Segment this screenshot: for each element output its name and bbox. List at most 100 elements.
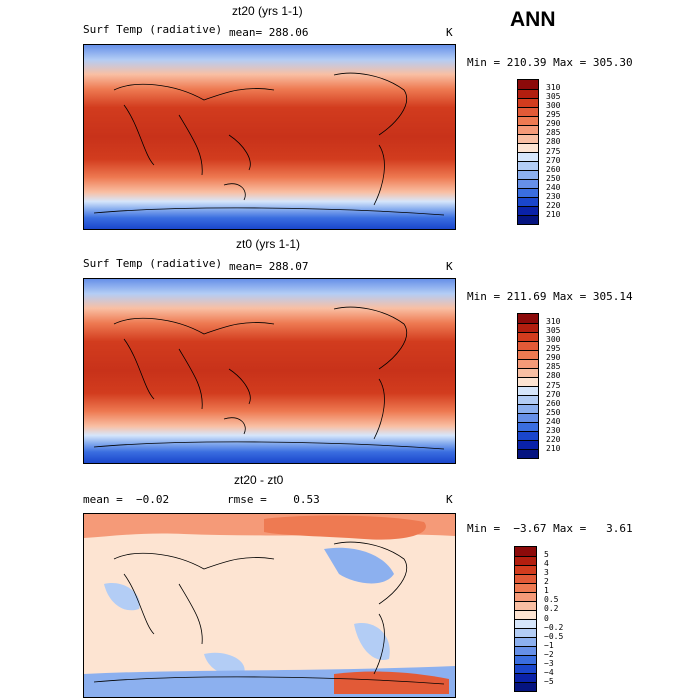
panel3-tick-label: −4 — [544, 668, 554, 677]
panel3-title: zt20 - zt0 — [234, 473, 284, 487]
panel2-tick-label: 250 — [546, 408, 561, 417]
panel1-color-swatch — [518, 116, 538, 125]
panel3-tick-label: 0.5 — [544, 595, 559, 604]
panel2-tick-label: 220 — [546, 435, 561, 444]
panel1-color-swatch — [518, 179, 538, 188]
panel1-field-label: Surf Temp (radiative) — [83, 23, 223, 36]
panel1-color-swatch — [518, 80, 538, 89]
panel2-tick-label: 210 — [546, 444, 561, 453]
panel1-mean: mean= 288.06 — [229, 26, 309, 39]
panel1-color-swatch — [518, 89, 538, 98]
panel1-tick-label: 300 — [546, 101, 561, 110]
panel1-color-swatch — [518, 206, 538, 215]
panel2-tick-label: 275 — [546, 381, 561, 390]
panel2-units: K — [446, 260, 453, 273]
panel1-tick-label: 275 — [546, 147, 561, 156]
panel2-tick-label: 285 — [546, 362, 561, 371]
panel1-tick-label: 240 — [546, 183, 561, 192]
panel3-color-swatch — [515, 547, 536, 556]
panel2-colorbar — [517, 313, 539, 459]
panel2-tick-label: 270 — [546, 390, 561, 399]
panel2-map — [83, 278, 456, 464]
panel3-tick-label: 3 — [544, 568, 549, 577]
panel3-tick-label: −0.5 — [544, 632, 564, 641]
panel2-tick-label: 300 — [546, 335, 561, 344]
panel3-color-swatch — [515, 592, 536, 601]
panel2-color-swatch — [518, 350, 538, 359]
panel2-color-swatch — [518, 395, 538, 404]
panel2-minmax: Min = 211.69 Max = 305.14 — [467, 290, 633, 303]
panel1-color-swatch — [518, 188, 538, 197]
panel3-tick-label: −0.2 — [544, 623, 564, 632]
panel1-color-swatch — [518, 170, 538, 179]
panel3-tick-label: −5 — [544, 677, 554, 686]
panel2-title: zt0 (yrs 1-1) — [236, 237, 301, 251]
panel3-tick-label: 5 — [544, 550, 549, 559]
panel1-minmax: Min = 210.39 Max = 305.30 — [467, 56, 633, 69]
panel2-tick-label: 260 — [546, 399, 561, 408]
panel1-color-swatch — [518, 215, 538, 224]
panel3-tick-label: 4 — [544, 559, 549, 568]
panel3-color-swatch — [515, 574, 536, 583]
panel1-units: K — [446, 26, 453, 39]
panel3-color-swatch — [515, 565, 536, 574]
panel1-tick-label: 305 — [546, 92, 561, 101]
panel2-mean: mean= 288.07 — [229, 260, 309, 273]
panel2-tick-label: 230 — [546, 426, 561, 435]
panel2-color-swatch — [518, 449, 538, 458]
panel3-map — [83, 513, 456, 698]
panel1-colorbar — [517, 79, 539, 225]
panel3-tick-label: 0 — [544, 614, 549, 623]
panel2-color-swatch — [518, 341, 538, 350]
panel2-color-swatch — [518, 431, 538, 440]
panel2-color-swatch — [518, 440, 538, 449]
panel3-tick-label: 0.2 — [544, 604, 559, 613]
panel2-color-swatch — [518, 404, 538, 413]
panel2-field-label: Surf Temp (radiative) — [83, 257, 223, 270]
panel1-color-swatch — [518, 98, 538, 107]
panel3-color-swatch — [515, 601, 536, 610]
panel1-tick-label: 250 — [546, 174, 561, 183]
panel2-color-swatch — [518, 422, 538, 431]
panel1-tick-label: 280 — [546, 137, 561, 146]
panel1-title: zt20 (yrs 1-1) — [232, 4, 303, 18]
panel2-tick-label: 295 — [546, 344, 561, 353]
panel1-color-swatch — [518, 125, 538, 134]
panel1-tick-label: 220 — [546, 201, 561, 210]
panel1-color-swatch — [518, 134, 538, 143]
panel3-colorbar — [514, 546, 537, 692]
panel1-color-swatch — [518, 107, 538, 116]
panel1-tick-label: 295 — [546, 110, 561, 119]
panel3-mean: mean = −0.02 — [83, 493, 170, 506]
panel3-color-swatch — [515, 655, 536, 664]
panel3-tick-label: −3 — [544, 659, 554, 668]
panel2-tick-label: 290 — [546, 353, 561, 362]
panel1-tick-label: 290 — [546, 119, 561, 128]
panel3-color-swatch — [515, 646, 536, 655]
panel2-color-swatch — [518, 386, 538, 395]
panel2-tick-label: 310 — [546, 317, 561, 326]
panel3-units: K — [446, 493, 453, 506]
panel3-color-swatch — [515, 664, 536, 673]
panel1-color-swatch — [518, 152, 538, 161]
panel2-tick-label: 305 — [546, 326, 561, 335]
panel2-tick-label: 280 — [546, 371, 561, 380]
panel2-color-swatch — [518, 413, 538, 422]
panel1-map — [83, 44, 456, 230]
panel1-tick-label: 260 — [546, 165, 561, 174]
panel2-tick-label: 240 — [546, 417, 561, 426]
panel2-color-swatch — [518, 323, 538, 332]
panel2-color-swatch — [518, 359, 538, 368]
panel3-color-swatch — [515, 637, 536, 646]
panel3-color-swatch — [515, 619, 536, 628]
panel3-tick-label: 1 — [544, 586, 549, 595]
panel3-color-swatch — [515, 682, 536, 691]
panel3-color-swatch — [515, 556, 536, 565]
panel3-color-swatch — [515, 628, 536, 637]
panel1-color-swatch — [518, 197, 538, 206]
panel2-color-swatch — [518, 377, 538, 386]
season-label: ANN — [510, 8, 556, 31]
panel3-rmse: rmse = 0.53 — [227, 493, 320, 506]
panel1-tick-label: 230 — [546, 192, 561, 201]
panel2-color-swatch — [518, 314, 538, 323]
